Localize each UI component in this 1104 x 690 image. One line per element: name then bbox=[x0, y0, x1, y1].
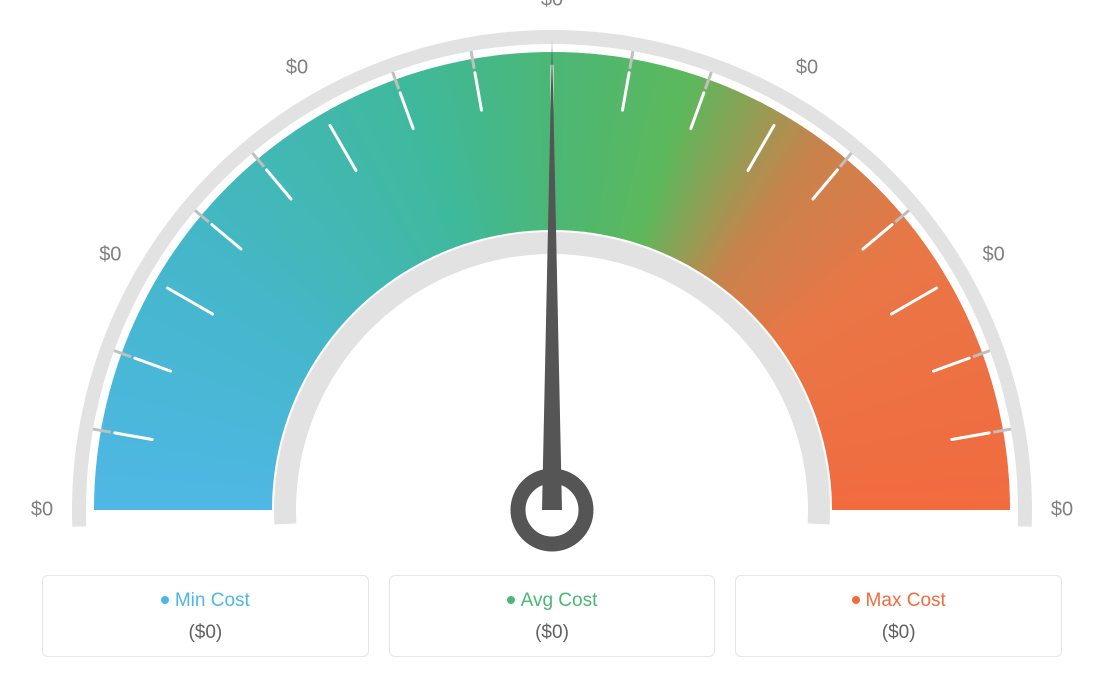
legend-avg-title: Avg Cost bbox=[390, 590, 715, 612]
dot-icon bbox=[852, 596, 860, 604]
legend-max-title: Max Cost bbox=[736, 590, 1061, 612]
gauge-tick-label: $0 bbox=[99, 244, 121, 267]
dot-icon bbox=[161, 596, 169, 604]
chart-container: $0 $0 $0 $0 $0 $0 $0 Min Cost ($0) Avg Cost ($… bbox=[0, 0, 1104, 690]
gauge-chart: $0 $0 $0 $0 $0 $0 $0 bbox=[0, 0, 1104, 560]
legend-min-card: Min Cost ($0) bbox=[42, 575, 369, 657]
legend-min-title: Min Cost bbox=[43, 590, 368, 612]
legend-max-card: Max Cost ($0) bbox=[735, 575, 1062, 657]
legend-avg-label: Avg Cost bbox=[521, 590, 598, 611]
legend-min-label: Min Cost bbox=[175, 590, 250, 611]
legend-max-value: ($0) bbox=[736, 622, 1061, 644]
gauge-tick-label: $0 bbox=[983, 244, 1005, 267]
legend-avg-card: Avg Cost ($0) bbox=[389, 575, 716, 657]
legend-avg-value: ($0) bbox=[390, 622, 715, 644]
legend-min-value: ($0) bbox=[43, 622, 368, 644]
gauge-tick-label: $0 bbox=[1051, 499, 1073, 522]
legend-max-label: Max Cost bbox=[866, 590, 946, 611]
dot-icon bbox=[507, 596, 515, 604]
gauge-tick-label: $0 bbox=[31, 499, 53, 522]
gauge-tick-label: $0 bbox=[796, 57, 818, 80]
gauge-tick-label: $0 bbox=[541, 0, 563, 12]
legend-row: Min Cost ($0) Avg Cost ($0) Max Cost ($0… bbox=[42, 575, 1062, 657]
gauge-tick-label: $0 bbox=[286, 57, 308, 80]
